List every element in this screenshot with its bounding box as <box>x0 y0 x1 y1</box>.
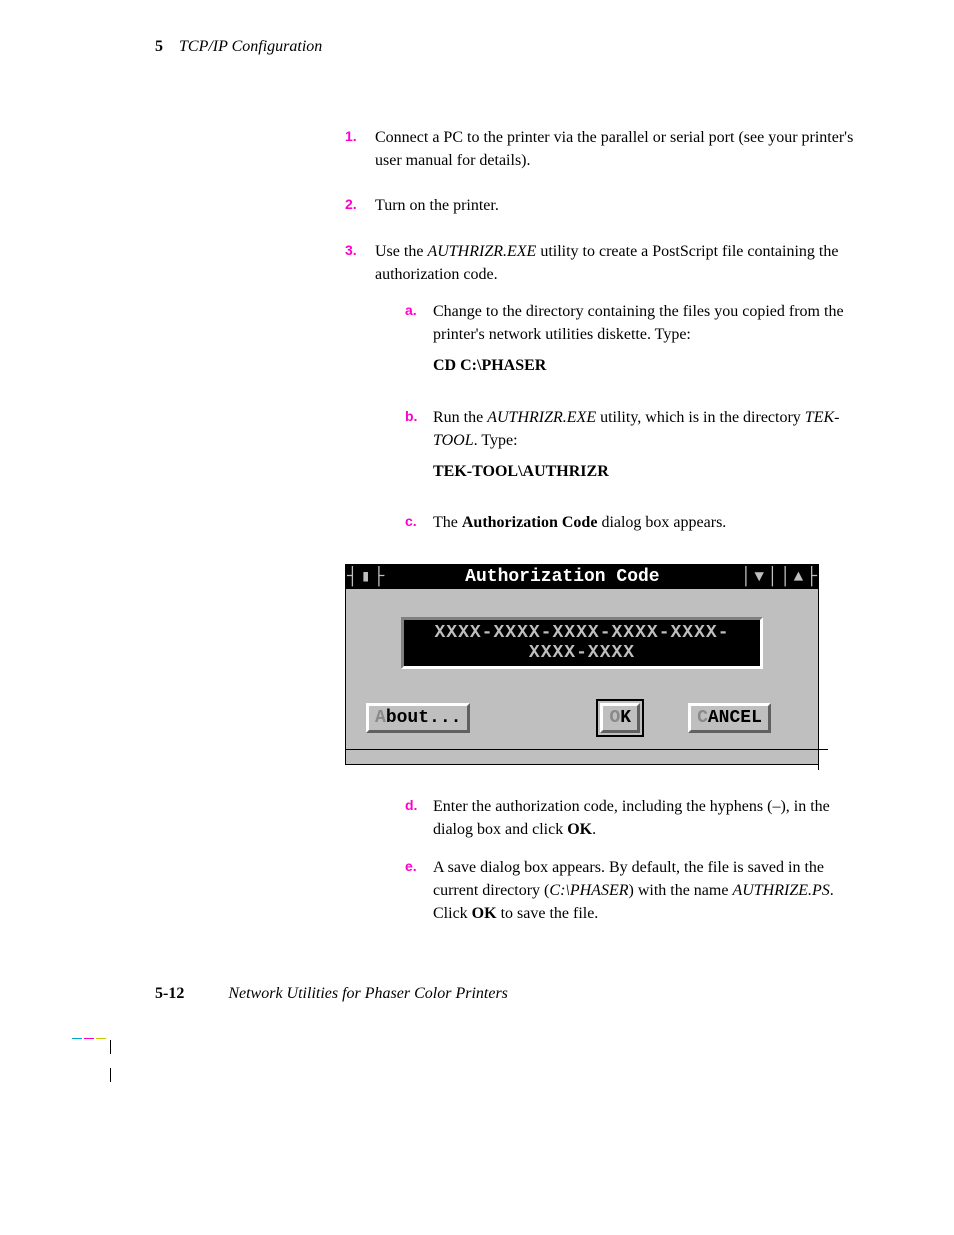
substep-b: b. Run the AUTHRIZR.EXE utility, which i… <box>405 406 864 498</box>
substep-c: c. The Authorization Code dialog box app… <box>405 511 864 534</box>
book-title: Network Utilities for Phaser Color Print… <box>228 985 508 1002</box>
cancel-button[interactable]: CANCEL <box>688 703 771 733</box>
substep-marker: e. <box>405 856 433 926</box>
substep-text: Run the AUTHRIZR.EXE utility, which is i… <box>433 406 864 452</box>
substep-marker: a. <box>405 300 433 392</box>
substep-marker: d. <box>405 795 433 841</box>
maximize-icon[interactable]: ▲ <box>792 569 806 585</box>
command: CD C:\PHASER <box>433 354 864 377</box>
content: 1. Connect a PC to the printer via the p… <box>345 126 864 925</box>
substep-text: A save dialog box appears. By default, t… <box>433 856 864 926</box>
step-marker: 1. <box>345 126 375 172</box>
command: TEK-TOOL\AUTHRIZR <box>433 460 864 483</box>
ok-button[interactable]: OK <box>600 703 640 733</box>
chapter-title: TCP/IP Configuration <box>179 38 322 55</box>
step-text: Connect a PC to the printer via the para… <box>375 126 864 172</box>
utility-name: AUTHRIZR.EXE <box>427 243 536 260</box>
substep-text: Enter the authorization code, including … <box>433 795 864 841</box>
step-marker: 3. <box>345 240 375 545</box>
titlebar-sep: ┤ <box>346 568 359 586</box>
substep-a: a. Change to the directory containing th… <box>405 300 864 392</box>
dialog-titlebar: ┤ ▮ ├ Authorization Code │ ▼ │ │ ▲ ├ <box>346 565 818 589</box>
titlebar-sep: │ <box>766 568 779 586</box>
substep-text: Change to the directory containing the f… <box>433 300 864 346</box>
substep-e: e. A save dialog box appears. By default… <box>405 856 864 926</box>
substep-marker: b. <box>405 406 433 498</box>
running-header: 5 TCP/IP Configuration <box>155 38 864 56</box>
crop-marks <box>72 1038 114 1088</box>
titlebar-sep: │ <box>740 568 753 586</box>
titlebar-sep: ├ <box>805 568 818 586</box>
authorization-code-input[interactable]: XXXX-XXXX-XXXX-XXXX-XXXX-XXXX-XXXX <box>401 617 763 669</box>
step-2: 2. Turn on the printer. <box>345 194 864 217</box>
step-marker: 2. <box>345 194 375 217</box>
step-text: Use the AUTHRIZR.EXE utility to create a… <box>375 240 864 545</box>
minimize-icon[interactable]: ▼ <box>752 569 766 585</box>
substep-text: The Authorization Code dialog box appear… <box>433 511 864 534</box>
dialog-title: Authorization Code <box>385 567 739 587</box>
about-button[interactable]: About... <box>366 703 470 733</box>
substep-marker: c. <box>405 511 433 534</box>
utility-name: AUTHRIZR.EXE <box>487 409 596 426</box>
titlebar-sep: ├ <box>372 568 385 586</box>
page-footer: 5-12 Network Utilities for Phaser Color … <box>155 985 508 1003</box>
chapter-number: 5 <box>155 38 163 55</box>
page-number: 5-12 <box>155 985 184 1002</box>
titlebar-sep: │ <box>779 568 792 586</box>
dialog-screenshot: ┤ ▮ ├ Authorization Code │ ▼ │ │ ▲ ├ <box>345 564 864 765</box>
step-3: 3. Use the AUTHRIZR.EXE utility to creat… <box>345 240 864 545</box>
step-1: 1. Connect a PC to the printer via the p… <box>345 126 864 172</box>
substep-d: d. Enter the authorization code, includi… <box>405 795 864 841</box>
directory-name: C:\PHASER <box>549 882 628 899</box>
step-text: Turn on the printer. <box>375 194 864 217</box>
system-menu-icon[interactable]: ▮ <box>359 569 373 585</box>
file-name: AUTHRIZE.PS <box>732 882 829 899</box>
